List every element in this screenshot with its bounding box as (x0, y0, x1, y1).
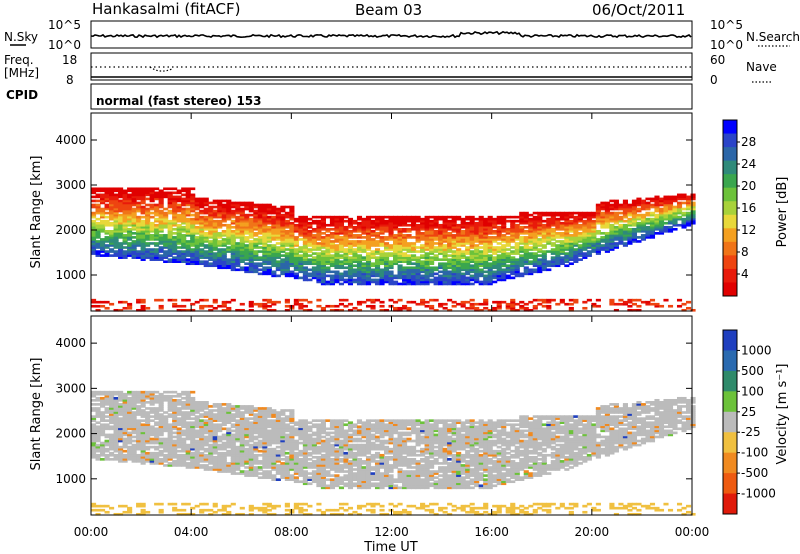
y-tick-label: 3000 (55, 381, 86, 395)
velocity-ylabel: Slant Range [km] (29, 358, 44, 471)
x-tick-label: 04:00 (174, 525, 209, 539)
velocity-colorbar-label: Velocity [m s⁻¹] (775, 364, 790, 465)
date-title: 06/Oct/2011 (592, 1, 686, 19)
freq-panel: Freq. [MHz] 18 8 60 0 Nave (4, 52, 777, 87)
colorbar-tick: 25 (741, 405, 756, 419)
freq-label: Freq. (4, 53, 34, 67)
colorbar-swatch (723, 187, 737, 202)
colorbar-tick: 28 (741, 135, 756, 149)
y-tick-label: 1000 (55, 472, 86, 486)
beam-title: Beam 03 (355, 1, 423, 19)
colorbar-swatch (723, 493, 737, 515)
colorbar-swatch (723, 391, 737, 413)
nave-tick-top: 60 (710, 53, 725, 67)
colorbar-swatch (723, 411, 737, 433)
colorbar-swatch (723, 120, 737, 135)
colorbar-swatch (723, 201, 737, 216)
y-tick-label: 4000 (55, 336, 86, 350)
colorbar-tick: 1000 (741, 343, 772, 357)
colorbar-swatch (723, 255, 737, 270)
colorbar-swatch (723, 282, 737, 297)
power-colorbar-label: Power [dB] (775, 177, 790, 248)
power-heatmap (91, 187, 696, 312)
x-tick-label: 20:00 (575, 525, 610, 539)
colorbar-tick: 4 (741, 267, 749, 281)
y-tick-label: 3000 (55, 178, 86, 192)
colorbar-tick: 100 (741, 384, 764, 398)
velocity-colorbar: 1000 500 100 25 -25 -100 -500 -1000 (722, 329, 776, 515)
x-tick-label: 08:00 (274, 525, 309, 539)
x-tick-label: 00:00 (675, 525, 710, 539)
station-title: Hankasalmi (fitACF) (92, 0, 241, 18)
nave-label: Nave (746, 60, 777, 74)
colorbar-swatch (723, 147, 737, 162)
y-tick-label: 2000 (55, 223, 86, 237)
colorbar-swatch (723, 241, 737, 256)
colorbar-swatch (723, 473, 737, 495)
nsearch-tick-top: 10^5 (710, 18, 743, 32)
nsky-series (90, 30, 692, 39)
colorbar-tick: 8 (741, 245, 749, 259)
colorbar-tick: 24 (741, 157, 756, 171)
colorbar-tick: -100 (741, 446, 768, 460)
nsearch-label: N.Search (746, 30, 800, 44)
x-axis-label: Time UT (363, 540, 417, 554)
nsearch-tick-bottom: 10^0 (710, 38, 743, 52)
colorbar-swatch (723, 214, 737, 229)
cpid-panel: CPID normal (fast stereo) 153 (6, 83, 693, 110)
colorbar-swatch (723, 268, 737, 283)
colorbar-swatch (723, 174, 737, 189)
colorbar-swatch (723, 160, 737, 175)
colorbar-tick: -25 (741, 425, 761, 439)
colorbar-swatch (723, 330, 737, 351)
colorbar-swatch (723, 370, 737, 392)
colorbar-swatch (723, 432, 737, 454)
colorbar-tick: 20 (741, 179, 756, 193)
y-tick-label: 4000 (55, 133, 86, 147)
y-tick-label: 1000 (55, 268, 86, 282)
cpid-label: CPID (6, 88, 38, 102)
colorbar-tick: -500 (741, 466, 768, 480)
power-colorbar: 4 8 12 16 20 24 28 (722, 119, 756, 297)
freq-unit: [MHz] (4, 66, 39, 80)
freq-tick-bottom: 8 (66, 73, 74, 87)
nsky-tick-top: 10^5 (48, 18, 81, 32)
y-tick-label: 2000 (55, 427, 86, 441)
colorbar-tick: 16 (741, 201, 756, 215)
nsky-panel: N.Sky 10^5 10^0 10^5 10^0 N.Search (4, 18, 800, 52)
velocity-heatmap (91, 390, 696, 516)
velocity-panel: 1000 2000 3000 4000 Slant Range [km] 1000 50… (29, 113, 790, 554)
x-tick-label: 00:00 (74, 525, 109, 539)
cpid-text: normal (fast stereo) 153 (96, 94, 262, 108)
power-ylabel: Slant Range [km] (29, 156, 44, 269)
colorbar-swatch (723, 133, 737, 148)
freq-dip (149, 66, 173, 72)
colorbar-tick: 500 (741, 364, 764, 378)
freq-tick-top: 18 (62, 53, 77, 67)
x-tick-label: 16:00 (474, 525, 509, 539)
colorbar-swatch (723, 228, 737, 243)
colorbar-tick: 12 (741, 223, 756, 237)
colorbar-swatch (723, 452, 737, 474)
x-tick-label: 12:00 (374, 525, 409, 539)
nsky-tick-bottom: 10^0 (48, 38, 81, 52)
colorbar-tick: -1000 (741, 487, 776, 501)
colorbar-swatch (723, 350, 737, 372)
nave-tick-bottom: 0 (710, 73, 718, 87)
nsky-label: N.Sky (4, 30, 38, 44)
power-panel: 1000 2000 3000 4000 Slant Range [km] 4 8 12 16… (29, 112, 790, 312)
